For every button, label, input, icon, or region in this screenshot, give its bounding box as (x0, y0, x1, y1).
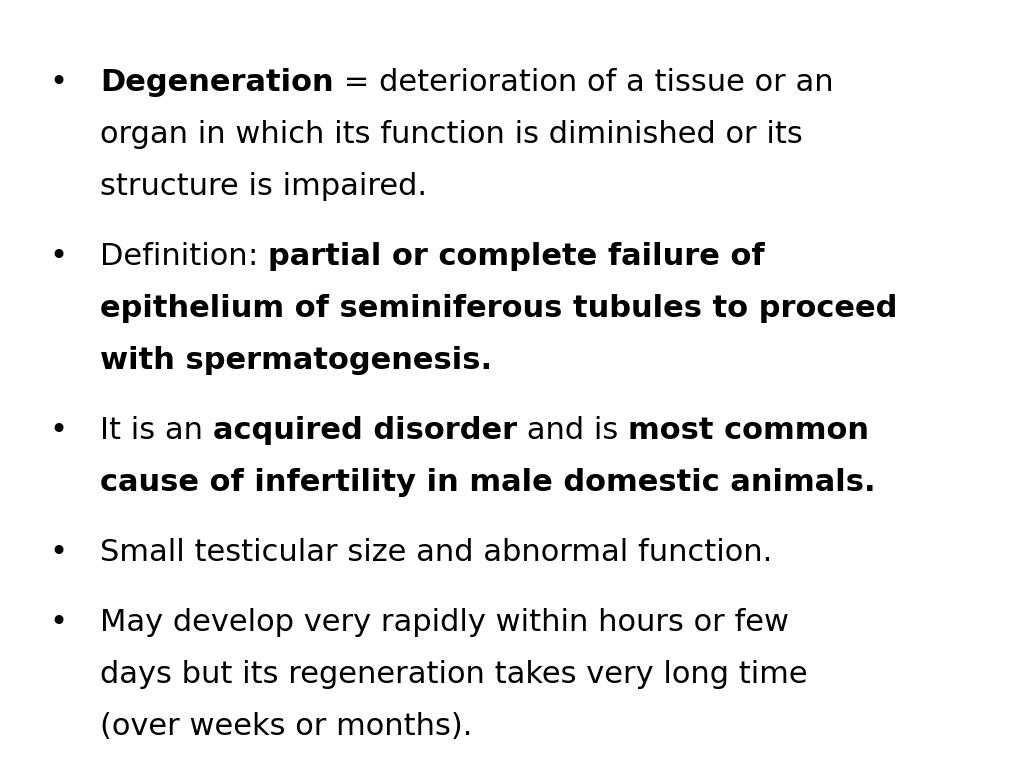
Text: •: • (49, 416, 67, 445)
Text: Definition: Definition (100, 242, 248, 271)
Text: epithelium of seminiferous tubules to proceed: epithelium of seminiferous tubules to pr… (100, 294, 897, 323)
Text: acquired disorder: acquired disorder (213, 416, 517, 445)
Text: organ in which its function is diminished or its: organ in which its function is diminishe… (100, 120, 803, 149)
Text: (over weeks or months).: (over weeks or months). (100, 712, 472, 741)
Text: structure is impaired.: structure is impaired. (100, 172, 427, 201)
Text: Small testicular size and abnormal function.: Small testicular size and abnormal funct… (100, 538, 772, 567)
Text: = deterioration of a tissue or an: = deterioration of a tissue or an (334, 68, 834, 97)
Text: It is an: It is an (100, 416, 213, 445)
Text: days but its regeneration takes very long time: days but its regeneration takes very lon… (100, 660, 808, 689)
Text: and is: and is (517, 416, 628, 445)
Text: partial or complete failure of: partial or complete failure of (267, 242, 764, 271)
Text: most common: most common (628, 416, 869, 445)
Text: •: • (49, 68, 67, 97)
Text: May develop very rapidly within hours or few: May develop very rapidly within hours or… (100, 608, 790, 637)
Text: :: : (248, 242, 267, 271)
Text: •: • (49, 242, 67, 271)
Text: •: • (49, 538, 67, 567)
Text: •: • (49, 608, 67, 637)
Text: cause of infertility in male domestic animals.: cause of infertility in male domestic an… (100, 468, 876, 497)
Text: Degeneration: Degeneration (100, 68, 334, 97)
Text: with spermatogenesis.: with spermatogenesis. (100, 346, 493, 375)
